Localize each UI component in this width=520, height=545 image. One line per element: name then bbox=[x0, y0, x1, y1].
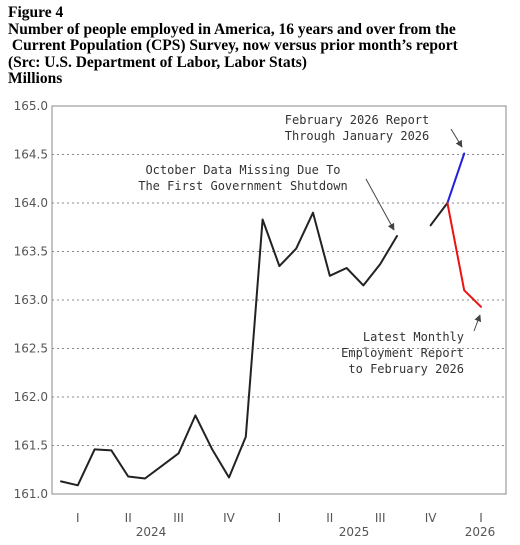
annotation-2-line-2: to February 2026 bbox=[348, 362, 464, 376]
plot-frame bbox=[51, 105, 507, 495]
annotation-0-line-0: February 2026 Report bbox=[285, 113, 430, 127]
axes: 161.0 161.5 162.0 162.5 163.0 163.5 164.0 164.5… bbox=[14, 99, 507, 539]
annotation-2-line-1: Employment Report bbox=[341, 346, 464, 360]
x-quarter-label-8: I bbox=[479, 511, 483, 525]
y-tick-label-6: 164.0 bbox=[14, 196, 48, 210]
x-quarter-label-4: I bbox=[278, 511, 282, 525]
annotation-2-arrow bbox=[473, 314, 482, 332]
figure-header: Figure 4 Number of people employed in Ame… bbox=[8, 4, 518, 88]
y-tick-label-0: 161.0 bbox=[14, 487, 48, 501]
y-tick-label-5: 163.5 bbox=[14, 245, 48, 259]
chart-title-line-1: Number of people employed in America, 16… bbox=[8, 20, 456, 38]
y-tick-label-2: 162.0 bbox=[14, 390, 48, 404]
x-quarter-label-5: II bbox=[326, 511, 333, 525]
y-tick-label-7: 164.5 bbox=[14, 148, 48, 162]
x-year-label-0: 2024 bbox=[136, 525, 167, 539]
y-tick-label-4: 163.0 bbox=[14, 293, 48, 307]
annotation-0-line-1: Through January 2026 bbox=[285, 129, 430, 143]
annotation-1-arrow bbox=[365, 178, 395, 231]
annotation-2-line-0: Latest Monthly bbox=[363, 330, 464, 344]
chart-title-line-2: Current Population (CPS) Survey, now ver… bbox=[8, 37, 458, 54]
annotation-1-line-0: October Data Missing Due To bbox=[145, 163, 340, 177]
chart-units: Millions bbox=[8, 70, 63, 87]
y-tick-label-1: 161.5 bbox=[14, 439, 48, 453]
gridlines bbox=[52, 154, 506, 446]
x-quarter-label-3: IV bbox=[223, 511, 236, 525]
series-lines bbox=[60, 152, 482, 487]
x-quarter-label-1: II bbox=[125, 511, 132, 525]
annotations: February 2026 Report Through January 2026… bbox=[138, 113, 482, 376]
figure-label: Figure 4 bbox=[8, 4, 64, 21]
annotation-0-arrow bbox=[450, 128, 463, 148]
chart-source: (Src: U.S. Department of Labor, Labor St… bbox=[8, 53, 307, 71]
x-quarter-label-6: III bbox=[375, 511, 386, 525]
y-tick-label-3: 162.5 bbox=[14, 342, 48, 356]
series-0-segment-0 bbox=[60, 211, 398, 487]
y-tick-label-8: 165.0 bbox=[14, 99, 48, 113]
annotation-1-line-1: The First Government Shutdown bbox=[138, 179, 348, 193]
series-0-segment-1 bbox=[429, 202, 449, 227]
series-1-segment-0 bbox=[446, 152, 466, 204]
x-quarter-label-2: III bbox=[173, 511, 184, 525]
series-2-segment-0 bbox=[446, 202, 482, 308]
x-year-label-2: 2026 bbox=[465, 525, 496, 539]
x-quarter-label-7: IV bbox=[425, 511, 438, 525]
x-year-label-1: 2025 bbox=[339, 525, 370, 539]
x-quarter-label-0: I bbox=[76, 511, 80, 525]
